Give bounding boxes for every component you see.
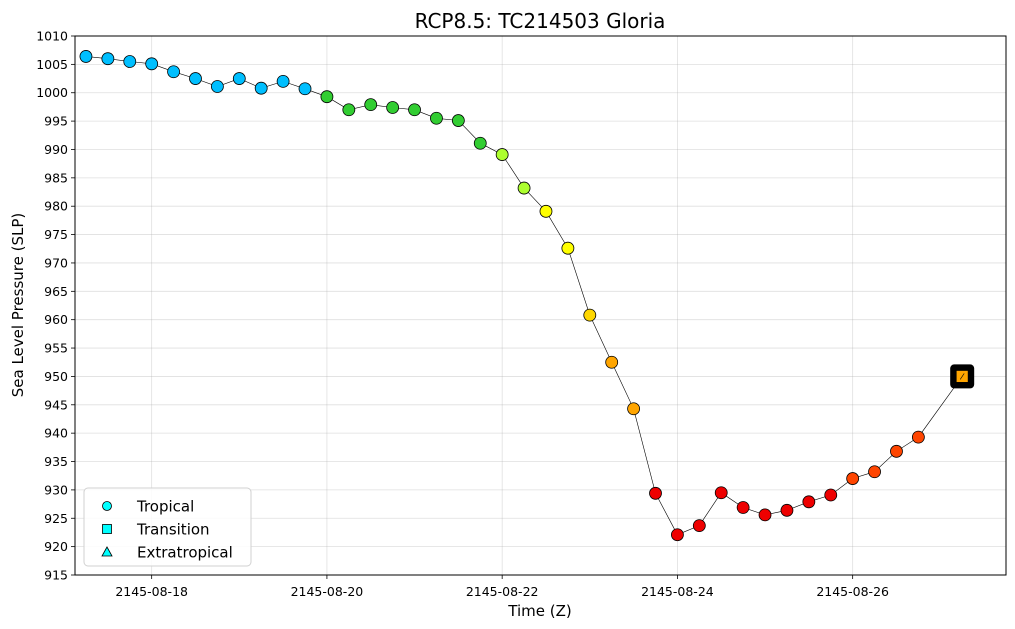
data-point [517,181,531,195]
data-point [430,111,443,125]
y-tick-label: 965 [44,284,68,299]
data-point [583,308,597,322]
y-tick-label: 955 [44,341,68,356]
data-point [232,72,246,85]
y-tick-label: 925 [44,511,68,526]
x-tick-label: 2145-08-26 [816,584,889,599]
legend-label: Tropical [136,498,194,516]
data-point [627,402,640,416]
data-point [364,98,378,112]
data-point [802,495,816,509]
y-tick-label: 935 [44,454,68,469]
x-tick-label: 2145-08-22 [466,584,539,599]
legend-label: Extratropical [137,544,233,562]
y-axis-label: Sea Level Pressure (SLP) [9,213,27,398]
data-points [79,50,975,542]
y-tick-label: 950 [44,369,68,384]
data-point [539,204,553,218]
y-tick-label: 1010 [36,29,68,44]
y-tick-label: 915 [44,568,68,583]
y-tick-label: 990 [44,142,68,157]
track-line [85,56,963,536]
data-point [649,486,662,500]
plot-frame [74,35,1007,576]
data-point [276,74,290,88]
legend-square-marker [102,524,112,534]
data-point [451,114,465,127]
y-tick-label: 1000 [36,85,68,100]
data-point [605,355,619,369]
x-tick-label: 2145-08-24 [641,584,714,599]
y-tick-label: 930 [44,482,68,497]
x-tick-label: 2145-08-18 [115,584,188,599]
gridlines [75,35,1006,576]
legend-label: Transition [136,521,210,539]
x-tick-label: 2145-08-20 [291,584,364,599]
data-point [846,472,860,485]
x-axis-label: Time (Z) [507,602,571,620]
data-point [167,65,180,79]
data-point [692,519,706,533]
data-point [868,465,881,479]
data-point [254,81,268,95]
data-point [671,528,684,542]
data-point [473,136,487,150]
y-tick-label: 980 [44,199,68,214]
y-tick-label: 940 [44,426,68,441]
legend-box [83,487,252,567]
y-tick-label: 945 [44,397,68,412]
data-point [561,241,575,255]
data-point [320,90,334,104]
data-point [189,72,202,85]
data-point [911,430,925,444]
y-tick-label: 985 [44,170,68,185]
data-point [495,148,509,161]
y-tick-label: 975 [44,227,68,242]
data-point [342,103,356,117]
data-point [758,508,772,522]
data-point [714,486,728,500]
y-tick-label: 920 [44,539,68,554]
data-point [145,57,159,71]
data-point [386,101,400,114]
y-tick-label: 970 [44,255,68,270]
data-point [736,501,750,514]
data-point [210,80,224,93]
y-tick-label: 960 [44,312,68,327]
y-tick-label: 995 [44,114,68,129]
data-point [79,50,93,63]
data-point [123,55,137,68]
data-point [890,444,903,458]
data-point-hatch [959,373,965,380]
data-point [101,52,115,66]
data-point [298,82,312,96]
data-point [824,488,838,502]
legend-circle-marker [102,501,112,511]
legend-triangle-marker [101,546,113,557]
y-tick-label: 1005 [36,57,68,72]
legend: Tropical Transition Extratropical [83,487,252,567]
x-axis-ticks: 2145-08-18 2145-08-20 2145-08-22 2145-08-24… [115,575,889,599]
data-point [408,103,421,117]
data-point [780,503,794,517]
chart-title: RCP8.5: TC214503 Gloria [415,9,666,33]
y-axis-ticks: 915 920 925 930 935 940 945 950 955 960 965 970 975 9… [36,29,75,583]
